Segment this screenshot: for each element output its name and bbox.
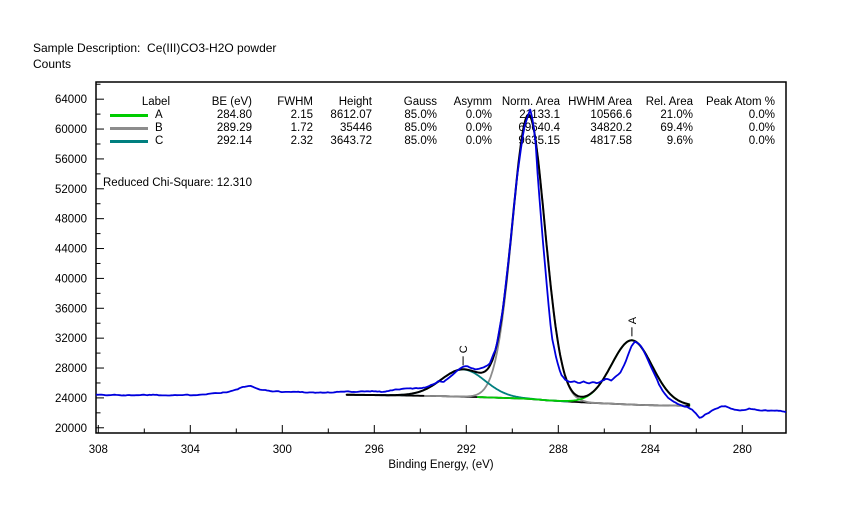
fit-table-cell: 85.0%	[404, 109, 437, 121]
peak-B-curve	[423, 114, 686, 407]
fit-table-header-cell: Rel. Area	[645, 96, 693, 108]
peak-annotation: C	[458, 345, 470, 366]
y-tick-label: 44000	[55, 244, 87, 256]
x-axis: 308 304 300 296 292 288 284 280 Binding Energy, …	[89, 425, 752, 471]
fit-table-cell: 0.0%	[748, 122, 775, 134]
fit-table-cell: 1.72	[290, 122, 313, 134]
fit-table-cell: 2.32	[290, 135, 313, 147]
fit-table-cell: 0.0%	[748, 135, 775, 147]
x-tick-label: 280	[733, 444, 752, 456]
fit-table-cell: 9635.15	[518, 135, 560, 147]
fit-table-row: A 284.80 2.15 8612.07 85.0% 0.0% 21133.1 10566.…	[108, 109, 775, 122]
x-tick-label: 292	[457, 444, 476, 456]
x-axis-label: Binding Energy, (eV)	[388, 459, 493, 471]
peak-A-curve	[476, 339, 691, 406]
y-tick-label: 60000	[55, 124, 87, 136]
y-tick-label: 36000	[55, 303, 87, 315]
fit-table-cell: 284.80	[216, 109, 252, 121]
peak-label: B	[155, 122, 163, 134]
fit-table-header-cell: BE (eV)	[211, 96, 252, 108]
y-tick-label: 40000	[55, 273, 87, 285]
peak-legend-cell: C	[108, 135, 170, 148]
fit-table-row: B 289.29 1.72 35446 85.0% 0.0% 69640.4 34820.2 6…	[108, 122, 775, 135]
fit-table-cell: 21133.1	[519, 109, 560, 121]
fit-table-cell: 69.4%	[660, 122, 693, 134]
fit-table-cell: 3643.72	[330, 135, 372, 147]
peak-legend-cell: B	[108, 122, 170, 135]
fit-table-cell: 10566.6	[590, 109, 632, 121]
measured-spectrum-curve	[95, 108, 787, 419]
fit-table: Label BE (eV) FWHM Height Gauss Asymm Norm. Ar…	[108, 96, 775, 148]
fit-table-header-cell: HWHM Area	[568, 96, 632, 108]
x-tick-label: 304	[181, 444, 201, 456]
fit-table-header-cell: Height	[338, 96, 372, 108]
x-tick-label: 308	[89, 444, 108, 456]
peak-label: A	[155, 109, 163, 121]
fit-table-cell: 0.0%	[465, 109, 492, 121]
sample-description: Sample Description: Ce(III)CO3-H2O powde…	[33, 41, 277, 55]
fit-table-cell: 0.0%	[465, 122, 492, 134]
fit-table-cell: 0.0%	[465, 135, 492, 147]
peak-annotation-label: A	[627, 316, 639, 324]
peak-annotation: A	[627, 316, 639, 337]
y-tick-label: 20000	[55, 423, 87, 435]
y-tick-label: 24000	[55, 393, 87, 405]
fit-table-cell: 9.6%	[666, 135, 693, 147]
peak-C-curve	[354, 368, 569, 403]
fit-table-header-cell: Asymm	[453, 96, 492, 108]
fit-table-cell: 85.0%	[404, 122, 437, 134]
y-tick-label: 64000	[55, 94, 87, 106]
x-tick-label: 284	[641, 444, 661, 456]
fit-table-cell: 289.29	[216, 122, 252, 134]
fit-table-cell: 292.14	[216, 135, 252, 147]
peak-annotation-label: C	[458, 345, 470, 353]
y-tick-label: 52000	[55, 184, 87, 196]
peak-legend-cell: A	[108, 109, 170, 122]
fit-table-cell: 35446	[340, 122, 372, 134]
fit-table-header-cell: Norm. Area	[501, 96, 560, 108]
x-tick-label: 300	[273, 444, 292, 456]
y-axis: 20000 24000 28000 32000 36000 40000 44000 48000…	[55, 83, 104, 435]
y-axis-title: Counts	[33, 57, 72, 71]
fit-table-cell: 85.0%	[404, 135, 437, 147]
peak-label: C	[155, 135, 164, 147]
background-curve	[345, 393, 691, 407]
fit-table-cell: 69640.4	[518, 122, 560, 134]
fit-table-cell: 21.0%	[660, 109, 693, 121]
fit-table-cell: 0.0%	[748, 109, 775, 121]
fit-table-cell: 4817.58	[590, 135, 632, 147]
x-tick-label: 288	[549, 444, 568, 456]
fit-table-header-cell: FWHM	[277, 96, 313, 108]
fit-table-row: C 292.14 2.32 3643.72 85.0% 0.0% 9635.15 4817.5…	[108, 135, 775, 148]
x-tick-label: 296	[365, 444, 384, 456]
y-tick-label: 56000	[55, 154, 87, 166]
fit-table-cell: 8612.07	[330, 109, 372, 121]
fit-table-cell: 2.15	[290, 109, 313, 121]
fit-table-header-cell: Peak Atom %	[705, 96, 775, 108]
fit-table-cell: 34820.2	[590, 122, 632, 134]
legend-color-swatch	[110, 140, 148, 143]
legend-color-swatch	[110, 114, 148, 117]
fit-table-header-cell: Gauss	[403, 96, 437, 108]
y-tick-label: 48000	[55, 214, 87, 226]
y-tick-label: 32000	[55, 333, 87, 345]
legend-color-swatch	[110, 127, 148, 130]
fit-table-header-cell: Label	[141, 96, 170, 108]
fit-table-header-row: Label BE (eV) FWHM Height Gauss Asymm Norm. Ar…	[108, 96, 775, 109]
reduced-chi-square: Reduced Chi-Square: 12.310	[103, 177, 252, 189]
fit-envelope-curve	[345, 113, 690, 406]
y-tick-label: 28000	[55, 363, 87, 375]
